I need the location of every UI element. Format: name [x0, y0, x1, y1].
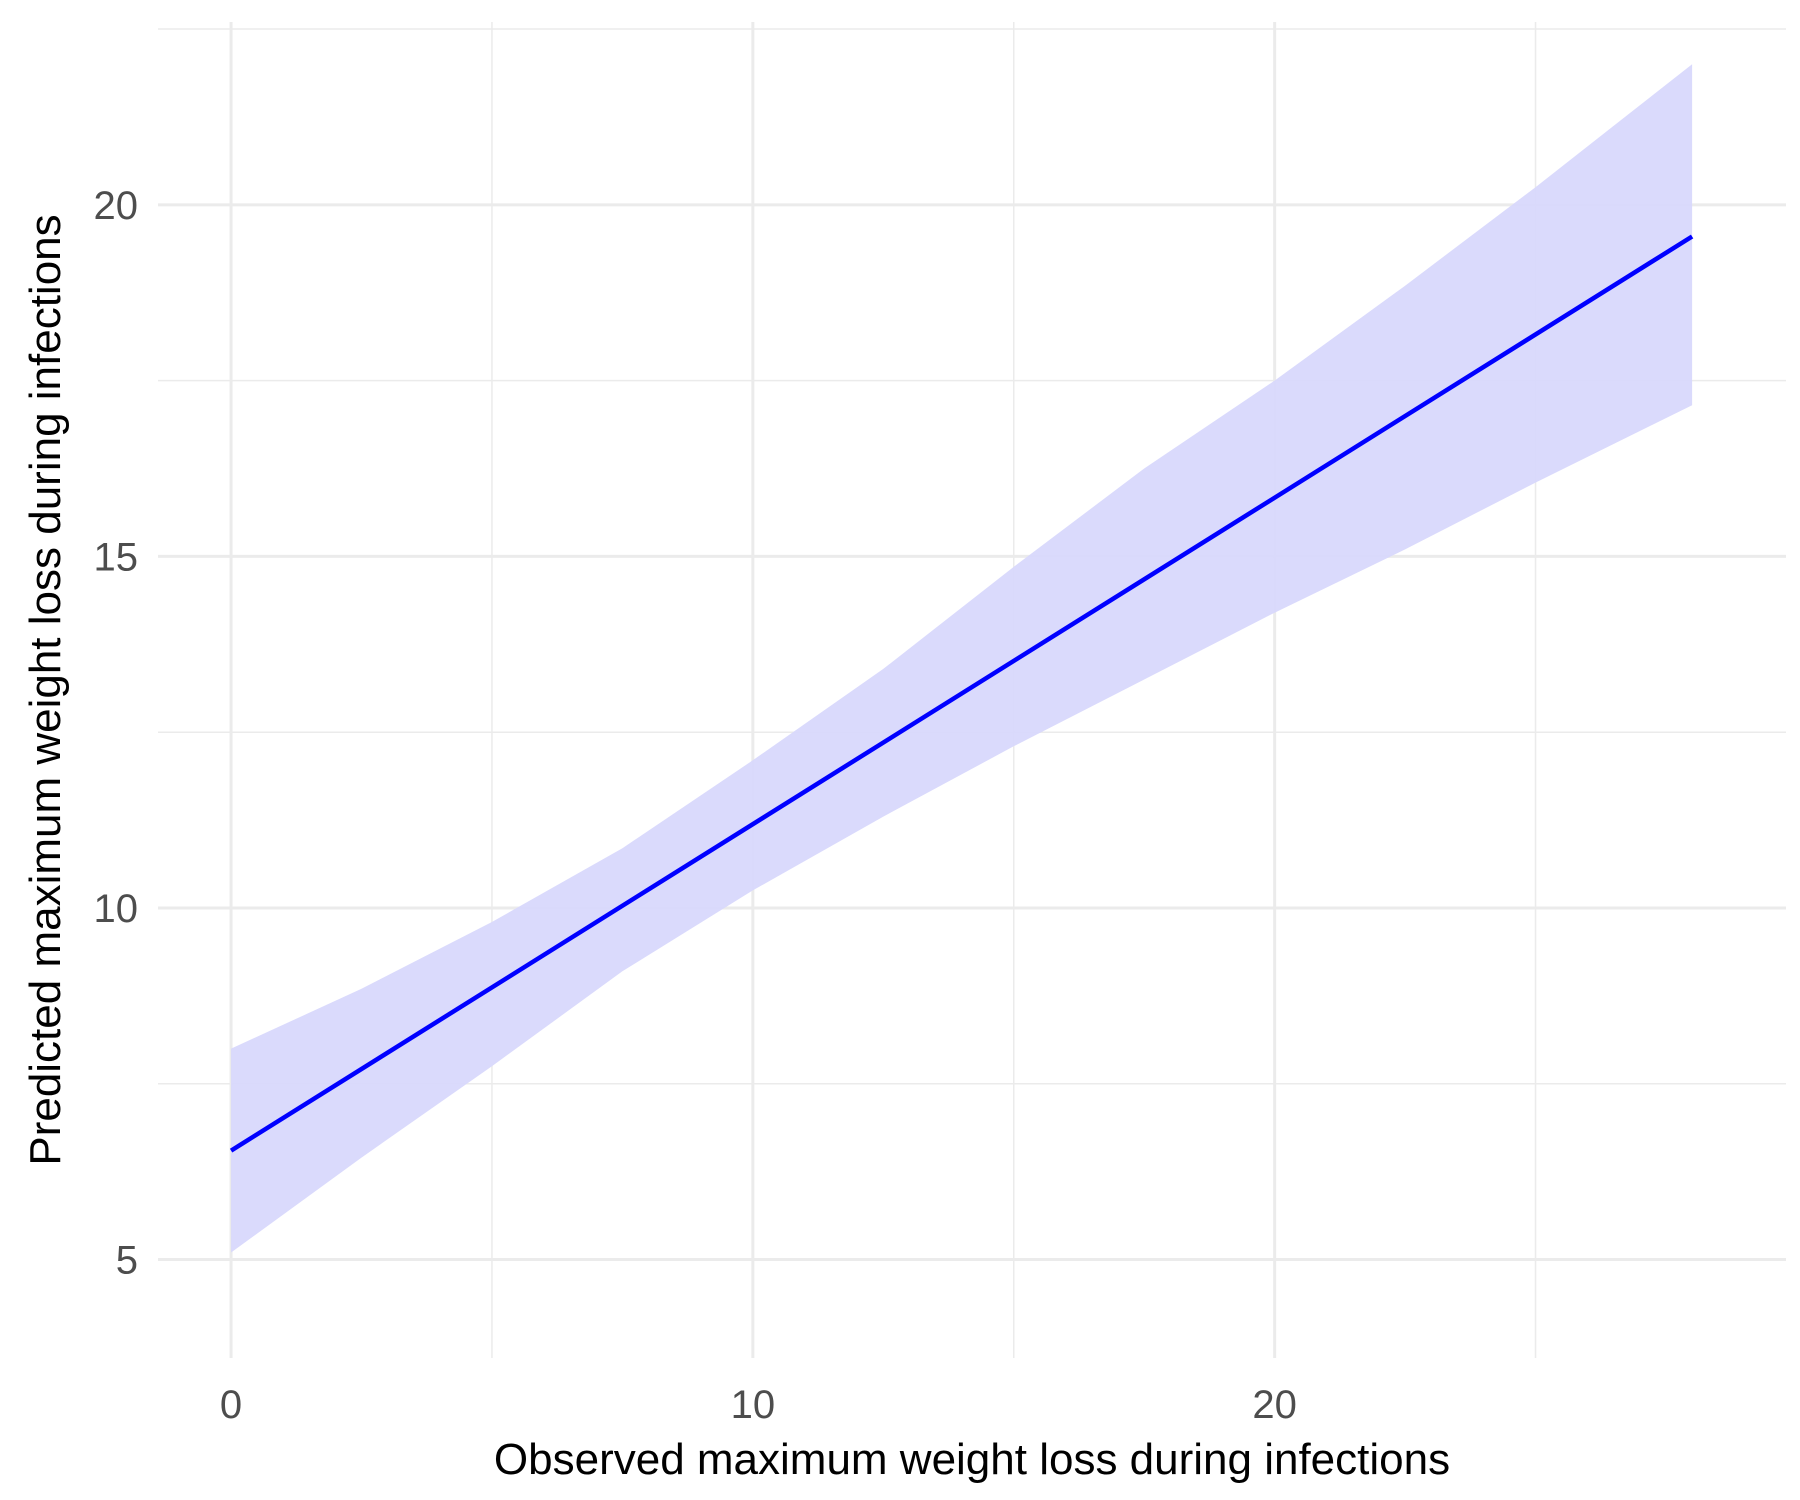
fit-line-layer: [229, 234, 1694, 1153]
y-axis-title: Predicted maximum weight loss during inf…: [21, 214, 70, 1165]
y-tick-label: 20: [94, 184, 139, 228]
x-tick-label: 0: [220, 1383, 242, 1427]
x-axis-tick-labels: 0 10 20: [220, 1383, 1297, 1427]
x-tick-label: 20: [1252, 1383, 1297, 1427]
x-axis-title: Observed maximum weight loss during infe…: [494, 1435, 1450, 1484]
confidence-ribbon: [231, 64, 1693, 1253]
y-tick-label: 5: [116, 1239, 138, 1283]
x-tick-label: 10: [731, 1383, 776, 1427]
y-tick-label: 15: [94, 535, 139, 579]
fit-line: [229, 234, 1694, 1153]
y-axis-tick-labels: 5 10 15 20: [94, 184, 139, 1283]
y-tick-label: 10: [94, 887, 139, 931]
confidence-ribbon-layer: [231, 64, 1693, 1253]
